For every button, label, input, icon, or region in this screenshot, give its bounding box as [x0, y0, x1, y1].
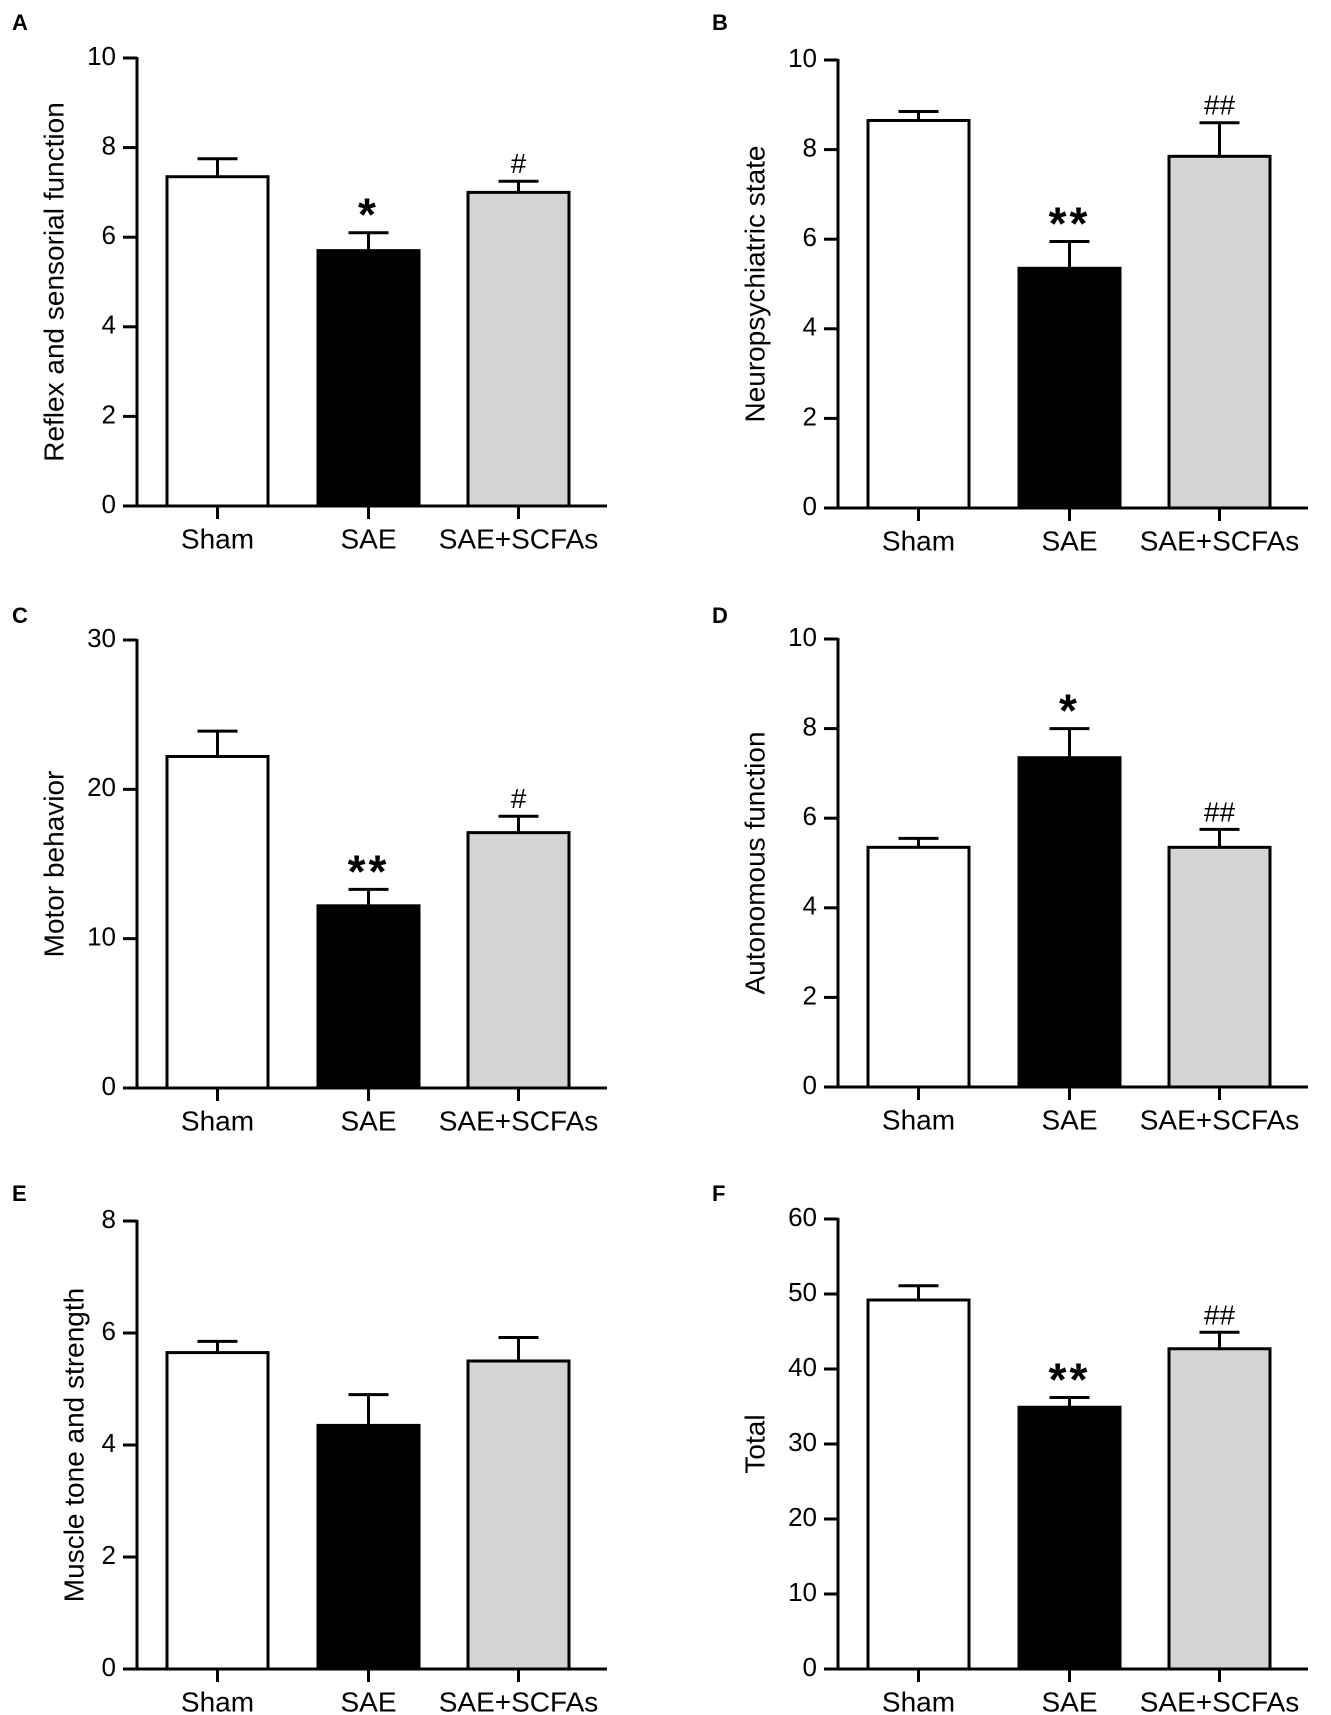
- panel-e: E Muscle tone and strength 0 2 4 6 8 Sham SAE SAE…: [12, 1181, 607, 1715]
- y-tick-label: 2: [102, 1540, 116, 1570]
- significance-marker: **: [1049, 1354, 1091, 1406]
- y-tick-label: 8: [102, 130, 116, 160]
- bar-sham: [866, 1298, 971, 1671]
- y-tick-label: 4: [102, 1428, 116, 1458]
- y-tick-label: 0: [102, 1652, 116, 1682]
- x-tick-label: Sham: [181, 1105, 254, 1136]
- bar-sham: [866, 845, 971, 1089]
- panel-label: C: [12, 603, 28, 628]
- y-tick-label: 30: [87, 623, 116, 653]
- x-tick-label: SAE: [1041, 1686, 1097, 1715]
- panel-b: B Neuropsychiatric state 0 2 4 6 8 10 Sham SAE ** S…: [712, 10, 1308, 556]
- panel-label: E: [12, 1181, 27, 1206]
- y-tick-label: 8: [803, 132, 817, 162]
- panel-a: A Reflex and sensorial function 0 2 4 6 8 10 Sha…: [12, 10, 607, 554]
- bar-sae-scfas: [1167, 845, 1272, 1089]
- significance-marker: ##: [1204, 796, 1236, 827]
- bar-sham: [866, 118, 971, 510]
- y-tick-label: 0: [803, 1652, 817, 1682]
- significance-marker: *: [358, 189, 379, 241]
- y-tick-label: 4: [803, 891, 817, 921]
- y-tick-label: 0: [102, 489, 116, 519]
- y-axis-label: Muscle tone and strength: [58, 1288, 89, 1602]
- y-tick-label: 2: [102, 399, 116, 429]
- bar-sae: [1017, 1405, 1122, 1671]
- y-tick-label: 6: [803, 801, 817, 831]
- y-tick-label: 6: [102, 220, 116, 250]
- panel-label: A: [12, 10, 28, 35]
- x-tick-label: SAE: [340, 523, 396, 554]
- x-tick-label: SAE+SCFAs: [439, 1686, 599, 1715]
- y-tick-label: 10: [788, 1577, 817, 1607]
- panel-d: D Autonomous function 0 2 4 6 8 10 Sham SAE * SAE+S…: [712, 603, 1308, 1135]
- x-tick-label: Sham: [882, 1104, 955, 1135]
- x-tick-label: SAE+SCFAs: [439, 523, 599, 554]
- y-tick-label: 10: [788, 43, 817, 73]
- y-axis-label: Total: [739, 1414, 770, 1473]
- panel-label: B: [712, 10, 728, 35]
- x-tick-label: Sham: [882, 1686, 955, 1715]
- significance-marker: *: [1059, 685, 1080, 737]
- x-tick-label: Sham: [882, 525, 955, 556]
- x-tick-label: SAE+SCFAs: [1140, 525, 1300, 556]
- y-tick-label: 0: [102, 1071, 116, 1101]
- significance-marker: **: [1049, 197, 1091, 249]
- y-tick-label: 30: [788, 1427, 817, 1457]
- bar-sae-scfas: [466, 190, 571, 508]
- y-tick-label: 4: [102, 310, 116, 340]
- x-tick-label: SAE: [340, 1686, 396, 1715]
- y-axis-label: Autonomous function: [739, 731, 770, 994]
- y-tick-label: 50: [788, 1277, 817, 1307]
- y-tick-label: 10: [87, 41, 116, 71]
- significance-marker: #: [511, 783, 527, 814]
- x-tick-label: SAE+SCFAs: [1140, 1686, 1300, 1715]
- y-tick-label: 6: [102, 1316, 116, 1346]
- significance-marker: ##: [1204, 1299, 1236, 1330]
- y-axis-label: Motor behavior: [38, 771, 69, 958]
- bar-sae-scfas: [1167, 154, 1272, 510]
- panel-label: F: [712, 1181, 725, 1206]
- bar-sae: [316, 1423, 421, 1671]
- y-tick-label: 8: [803, 711, 817, 741]
- y-tick-label: 4: [803, 312, 817, 342]
- bar-sae: [1017, 756, 1122, 1089]
- panel-label: D: [712, 603, 728, 628]
- significance-marker: #: [511, 148, 527, 179]
- bar-sham: [165, 175, 270, 508]
- y-axis-label: Reflex and sensorial function: [38, 102, 69, 462]
- x-tick-label: Sham: [181, 1686, 254, 1715]
- y-tick-label: 0: [803, 1070, 817, 1100]
- bar-sae-scfas: [466, 1359, 571, 1671]
- y-axis-label: Neuropsychiatric state: [739, 145, 770, 422]
- x-tick-label: SAE: [1041, 525, 1097, 556]
- bar-sham: [165, 754, 270, 1090]
- bar-sham: [165, 1351, 270, 1671]
- bar-sae-scfas: [466, 831, 571, 1090]
- y-tick-label: 20: [87, 772, 116, 802]
- y-tick-label: 60: [788, 1202, 817, 1232]
- x-tick-label: SAE+SCFAs: [1140, 1104, 1300, 1135]
- y-tick-label: 6: [803, 222, 817, 252]
- x-tick-label: SAE: [340, 1105, 396, 1136]
- panel-c: C Motor behavior 0 10 20 30 Sham SAE ** SAE+SCFAs…: [12, 603, 607, 1136]
- y-tick-label: 2: [803, 980, 817, 1010]
- bar-sae: [1017, 266, 1122, 510]
- y-tick-label: 0: [803, 491, 817, 521]
- significance-marker: **: [348, 845, 390, 897]
- x-tick-label: SAE: [1041, 1104, 1097, 1135]
- x-tick-label: Sham: [181, 523, 254, 554]
- y-tick-label: 40: [788, 1352, 817, 1382]
- bar-sae-scfas: [1167, 1347, 1272, 1671]
- x-tick-label: SAE+SCFAs: [439, 1105, 599, 1136]
- bar-sae: [316, 904, 421, 1090]
- significance-marker: ##: [1204, 90, 1236, 121]
- y-tick-label: 20: [788, 1502, 817, 1532]
- y-tick-label: 10: [788, 622, 817, 652]
- y-tick-label: 10: [87, 922, 116, 952]
- bar-sae: [316, 249, 421, 508]
- y-tick-label: 2: [803, 401, 817, 431]
- panel-f: F Total 0 10 20 30 40 50 60 Sham SAE ** SAE+SCFAs ##: [712, 1181, 1308, 1715]
- y-tick-label: 8: [102, 1204, 116, 1234]
